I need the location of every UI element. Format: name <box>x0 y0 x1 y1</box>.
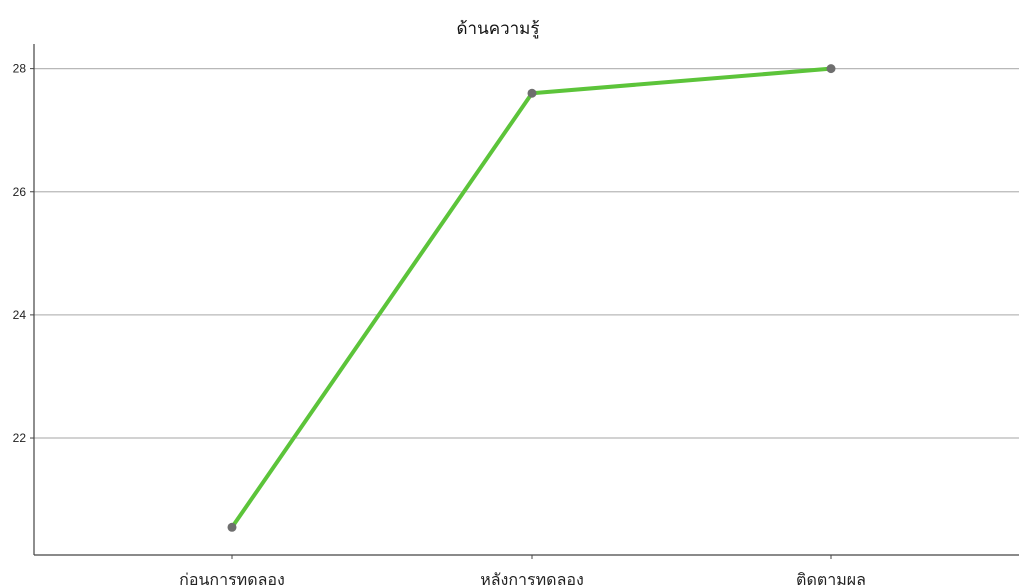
axes <box>30 44 1019 559</box>
y-tick-label: 22 <box>13 431 27 445</box>
data-point-1 <box>227 522 237 532</box>
y-tick-label: 28 <box>13 62 27 76</box>
labels: 22 24 26 28 ก่อนการทดลอง หลังการทดลอง ติดตามผล <box>13 62 866 588</box>
x-tick-label: ติดตามผล <box>796 570 866 588</box>
data-point-2 <box>527 88 537 98</box>
y-tick-label: 26 <box>13 185 27 199</box>
chart-title: ด้านความรู้ <box>456 19 539 39</box>
gridlines <box>34 68 1019 439</box>
x-tick-label: ก่อนการทดลอง <box>179 570 285 588</box>
y-tick-label: 24 <box>13 308 27 322</box>
x-tick-label: หลังการทดลอง <box>480 570 584 588</box>
series-line <box>230 66 833 530</box>
markers <box>227 64 836 532</box>
data-point-3 <box>826 64 836 74</box>
series <box>230 66 833 530</box>
